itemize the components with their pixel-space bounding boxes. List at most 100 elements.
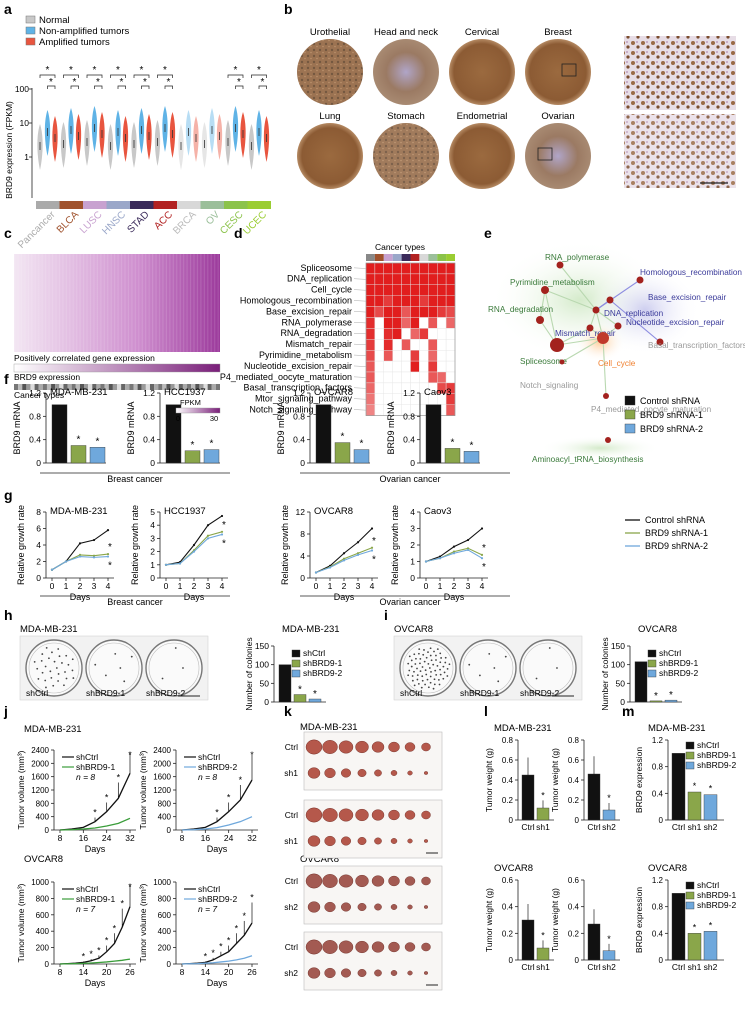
f-bar: [89, 447, 106, 464]
j-ytick: 1000: [31, 878, 49, 887]
legend-normal: Normal: [39, 15, 70, 26]
j-ytick: 1000: [153, 878, 171, 887]
j-n: n = 7: [76, 904, 95, 914]
g-xtick: 2: [192, 581, 197, 591]
i-ylabel: Number of colonies: [600, 637, 610, 710]
a-cancer-colorbar: [36, 201, 271, 209]
b-core-urothelial: [297, 39, 363, 105]
f-group-breast: Breast cancer: [107, 474, 163, 484]
k-tumor: [404, 742, 416, 752]
j-star: *: [128, 750, 132, 760]
panel-label-c: c: [4, 225, 12, 241]
h-dish: [145, 639, 203, 697]
m-star: *: [693, 781, 697, 791]
g-xtick: 0: [50, 581, 55, 591]
m-legend: shBRD9-2: [697, 900, 736, 910]
m-ytick: 0: [659, 816, 664, 825]
k-tumor: [390, 904, 398, 910]
l-ytick: 0.4: [568, 903, 580, 912]
a-ytick-100: 100: [15, 84, 29, 94]
e-node: [656, 338, 664, 346]
k-tumor: [371, 741, 385, 753]
h-chart-title: MDA-MB-231: [282, 624, 340, 635]
l-ytick: 0.2: [502, 929, 514, 938]
l-ytick: 0.6: [568, 756, 580, 765]
i-ytick: 150: [611, 641, 625, 651]
j-star: *: [105, 936, 109, 946]
i-title: OVCAR8: [394, 624, 433, 635]
j-ytick: 2400: [153, 746, 171, 755]
k-tumor: [307, 767, 321, 779]
f-panel-title: HCC1937: [164, 387, 206, 398]
i-dish-label: shBRD9-1: [460, 688, 499, 698]
e-node: [541, 286, 549, 294]
j-ytick: 0: [167, 826, 172, 835]
j-ytick: 2400: [31, 746, 49, 755]
k-tumor: [338, 808, 354, 822]
h-dish-label: shBRD9-2: [146, 688, 185, 698]
k-tumor: [341, 968, 352, 978]
panel-label-b: b: [284, 1, 293, 17]
k-tumor: [357, 769, 367, 777]
g-xtick: 3: [466, 581, 471, 591]
k-tumor: [374, 769, 382, 777]
d-pathway-label: Basal_transcription_factors: [243, 383, 352, 393]
l-ytick: 0.6: [502, 876, 514, 885]
b-tissue-head-neck: Head and neck: [374, 27, 438, 38]
g-panel-title: HCC1937: [164, 506, 206, 517]
m-legend: shBRD9-1: [697, 890, 736, 900]
b-core-stomach: [373, 123, 439, 189]
j-xtick: 14: [79, 967, 89, 977]
g-xtick: 2: [78, 581, 83, 591]
k-tumor: [322, 874, 338, 888]
c-scale-max: 30: [210, 414, 218, 423]
h-ylabel: Number of colonies: [244, 637, 254, 710]
i-dish-label: shCtrl: [400, 688, 422, 698]
i-legend: shCtrl: [659, 648, 681, 658]
f-bar: [70, 445, 87, 464]
panel-label-d: d: [234, 225, 243, 241]
e-node-label: Mismatch_repair: [555, 329, 616, 338]
f-ytick: 0: [36, 458, 41, 468]
k-tumor: [307, 901, 321, 913]
d-pathway-label: P4_mediated_oocyte_maturation: [220, 372, 352, 382]
e-node: [559, 359, 565, 365]
f-bar: [203, 449, 220, 464]
f-group-ovarian: Ovarian cancer: [379, 474, 440, 484]
f-legend-label: BRD9 shRNA-2: [640, 424, 703, 434]
sig-star: *: [140, 65, 144, 76]
m-xtick: sh2: [704, 822, 718, 832]
j-legend-ctrl: shCtrl: [76, 752, 98, 762]
j-ytick: 0: [167, 960, 172, 969]
g-star: *: [222, 520, 226, 531]
m-xtick: sh2: [704, 962, 718, 972]
j-ytick: 800: [36, 799, 50, 808]
l-xtick: sh2: [602, 962, 616, 972]
k-tumor: [407, 970, 413, 976]
f-panel-title: OVCAR8: [314, 387, 353, 398]
k-tumor: [424, 905, 429, 909]
j-star: *: [120, 899, 124, 909]
m-ytick: 0: [659, 956, 664, 965]
l-ytick: 0.4: [502, 903, 514, 912]
panel-k-tumor-photos: MDA-MB-231 OVCAR8 Ctrl sh1 Ctrl sh1 Ctrl sh2 Ctr…: [284, 722, 443, 991]
k-tumor: [388, 741, 400, 753]
l-ytick: 0.2: [568, 796, 580, 805]
f-bar: [463, 451, 480, 464]
j-legend-kd: shBRD9-2: [198, 762, 237, 772]
l-ylabel: Tumor weight (g): [550, 888, 560, 952]
cancer-color-ucec: [247, 201, 271, 209]
b-zoom-breast: [624, 36, 736, 110]
panel-a-violin: Normal Non-amplified tumors Amplified tu…: [4, 15, 271, 251]
h-star: *: [313, 689, 317, 700]
m-xtick: sh1: [688, 822, 702, 832]
j-star: *: [97, 945, 101, 955]
sig-star: *: [163, 65, 167, 76]
j-star: *: [113, 923, 117, 933]
m-ytick: 0.8: [652, 763, 664, 772]
e-node: [614, 322, 622, 330]
j-xlabel: Days: [207, 978, 228, 988]
f-ytick: 0.4: [403, 435, 415, 445]
k-tumor: [421, 876, 431, 886]
